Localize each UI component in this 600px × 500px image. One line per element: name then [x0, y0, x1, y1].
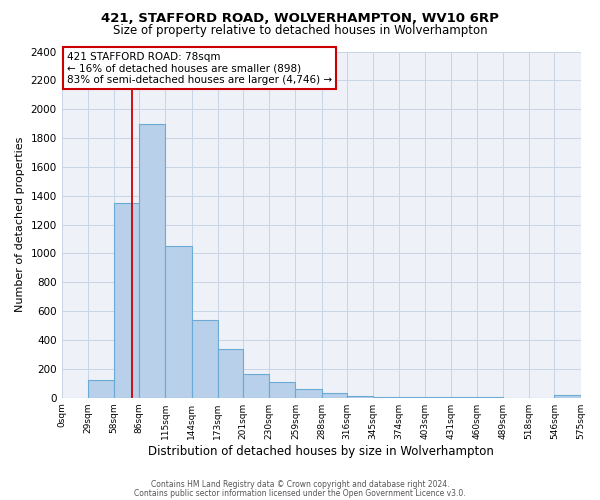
Text: Size of property relative to detached houses in Wolverhampton: Size of property relative to detached ho…	[113, 24, 487, 37]
Text: 421, STAFFORD ROAD, WOLVERHAMPTON, WV10 6RP: 421, STAFFORD ROAD, WOLVERHAMPTON, WV10 …	[101, 12, 499, 26]
Bar	[373, 397, 399, 398]
Bar	[322, 392, 347, 398]
Bar	[114, 203, 139, 398]
Bar	[88, 380, 114, 398]
Text: Contains HM Land Registry data © Crown copyright and database right 2024.: Contains HM Land Registry data © Crown c…	[151, 480, 449, 489]
Bar	[243, 374, 269, 398]
Bar	[554, 395, 581, 398]
Text: Contains public sector information licensed under the Open Government Licence v3: Contains public sector information licen…	[134, 488, 466, 498]
Text: 421 STAFFORD ROAD: 78sqm
← 16% of detached houses are smaller (898)
83% of semi-: 421 STAFFORD ROAD: 78sqm ← 16% of detach…	[67, 52, 332, 84]
Bar	[347, 396, 373, 398]
Bar	[269, 382, 295, 398]
Bar	[399, 397, 425, 398]
X-axis label: Distribution of detached houses by size in Wolverhampton: Distribution of detached houses by size …	[148, 444, 494, 458]
Bar	[191, 320, 218, 398]
Bar	[139, 124, 166, 398]
Bar	[166, 246, 191, 398]
Bar	[295, 389, 322, 398]
Y-axis label: Number of detached properties: Number of detached properties	[15, 137, 25, 312]
Bar	[218, 350, 243, 398]
